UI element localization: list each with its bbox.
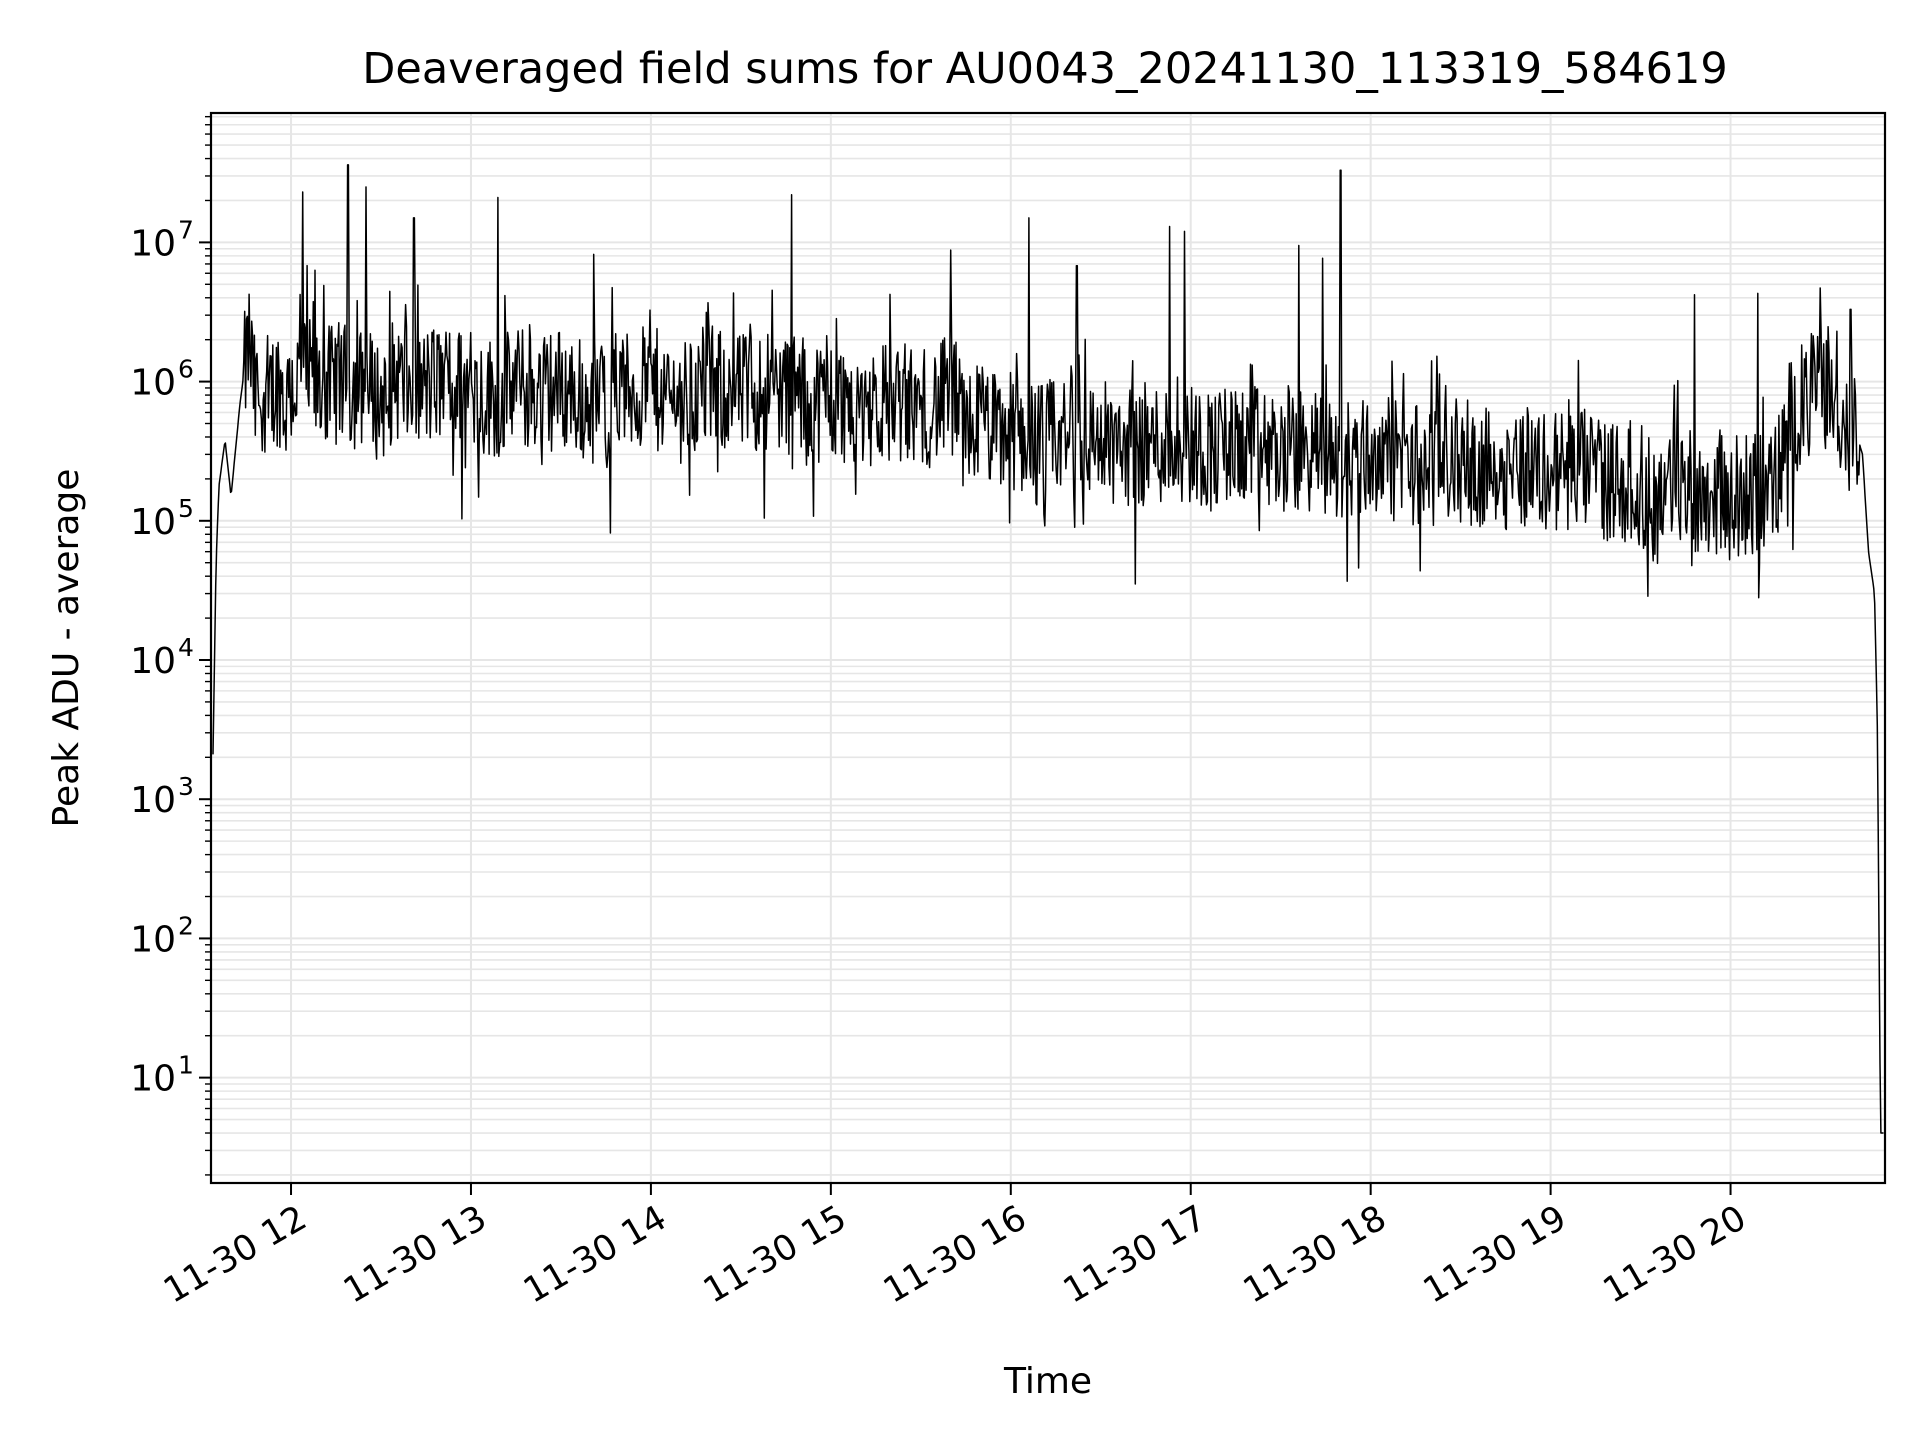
y-tick-label: 10 3 [130, 772, 194, 821]
grid [211, 113, 1885, 1183]
y-tick-base: 10 [130, 641, 176, 682]
y-tick-base: 10 [130, 919, 176, 960]
y-tick-label: 10 2 [130, 911, 194, 960]
y-tick-label: 10 4 [130, 633, 194, 682]
y-tick-exponent: 6 [178, 355, 194, 384]
y-tick-base: 10 [130, 502, 176, 543]
y-tick-exponent: 2 [178, 911, 194, 940]
chart-title: Deaveraged field sums for AU0043_2024113… [362, 44, 1727, 94]
y-axis-label: Peak ADU - average [46, 469, 87, 828]
y-tick-label: 10 1 [130, 1051, 194, 1100]
y-tick-label: 10 6 [130, 355, 194, 404]
y-tick-exponent: 4 [178, 633, 194, 662]
plot-frame [209, 111, 1887, 1185]
series-line [212, 164, 1884, 1134]
y-tick-exponent: 5 [178, 494, 194, 523]
y-tick-base: 10 [130, 780, 176, 821]
y-tick-label: 10 5 [130, 494, 194, 543]
y-tick-base: 10 [130, 363, 176, 404]
x-axis-label: Time [1003, 1361, 1092, 1402]
y-tick-base: 10 [130, 1059, 176, 1100]
y-tick-exponent: 3 [178, 772, 194, 801]
y-tick-label: 10 7 [130, 215, 194, 264]
y-tick-exponent: 1 [178, 1051, 194, 1080]
y-tick-exponent: 7 [178, 215, 194, 244]
y-tick-base: 10 [130, 223, 176, 264]
series-line-layer [212, 164, 1884, 1134]
